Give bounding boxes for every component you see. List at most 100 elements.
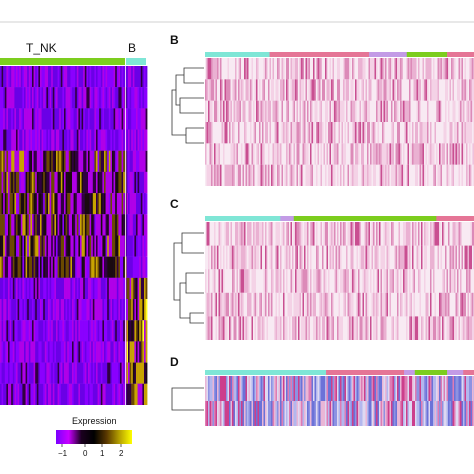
- heatmap-cell: [229, 164, 231, 186]
- heatmap-cell: [68, 256, 71, 278]
- heatmap-cell: [140, 256, 143, 278]
- heatmap-cell: [91, 320, 93, 342]
- heatmap-cell: [328, 292, 330, 317]
- heatmap-cell: [96, 235, 98, 257]
- heatmap-cell: [54, 193, 57, 215]
- heatmap-cell: [62, 341, 65, 363]
- heatmap-cell: [48, 66, 50, 88]
- heatmap-cell: [343, 376, 345, 401]
- heatmap-cell: [17, 150, 20, 172]
- heatmap-cell: [317, 376, 319, 401]
- heatmap-cell: [437, 222, 439, 246]
- heatmap-cell: [3, 299, 5, 321]
- heatmap-cell: [70, 383, 73, 405]
- heatmap-cell: [3, 214, 5, 236]
- heatmap-cell: [290, 79, 292, 101]
- heatmap-cell: [1, 66, 4, 88]
- heatmap-cell: [292, 376, 294, 401]
- heatmap-cell: [3, 235, 5, 257]
- heatmap-cell: [404, 401, 406, 426]
- heatmap-cell: [30, 171, 33, 194]
- heatmap-cell: [397, 401, 399, 426]
- heatmap-cell: [257, 245, 259, 270]
- heatmap-cell: [443, 316, 445, 340]
- heatmap-cell: [30, 256, 33, 278]
- heatmap-cell: [425, 245, 427, 270]
- heatmap-cell: [388, 376, 390, 401]
- heatmap-cell: [421, 245, 423, 270]
- heatmap-cell: [78, 235, 81, 257]
- heatmap-cell: [214, 79, 216, 101]
- heatmap-cell: [144, 299, 146, 321]
- heatmap-cell: [362, 122, 364, 144]
- heatmap-cell: [242, 292, 244, 317]
- heatmap-cell: [16, 362, 18, 384]
- heatmap-cell: [25, 108, 28, 130]
- heatmap-cell: [293, 376, 295, 401]
- heatmap-cell: [30, 383, 33, 405]
- heatmap-cell: [64, 171, 66, 194]
- heatmap-cell: [250, 292, 252, 317]
- heatmap-cell: [389, 143, 391, 165]
- heatmap-cell: [307, 269, 309, 293]
- heatmap-cell: [277, 316, 279, 340]
- heatmap-cell: [70, 214, 73, 236]
- heatmap-cell: [458, 316, 460, 340]
- heatmap-cell: [118, 66, 121, 88]
- heatmap-cell: [233, 79, 235, 101]
- heatmap-cell: [263, 316, 265, 340]
- heatmap-cell: [35, 362, 37, 384]
- heatmap-cell: [364, 376, 366, 401]
- heatmap-cell: [40, 235, 42, 257]
- heatmap-cell: [323, 401, 325, 426]
- heatmap-cell: [208, 292, 210, 317]
- heatmap-cell: [108, 214, 111, 236]
- heatmap-cell: [461, 292, 463, 317]
- heatmap-cell: [83, 341, 85, 363]
- heatmap-cell: [112, 256, 114, 278]
- heatmap-cell: [86, 150, 89, 172]
- heatmap-cell: [9, 277, 12, 300]
- heatmap-cell: [458, 376, 460, 401]
- heatmap-cell: [92, 235, 95, 257]
- heatmap-cell: [139, 341, 141, 363]
- heatmap-cell: [107, 66, 109, 88]
- heatmap-cell: [110, 214, 113, 236]
- heatmap-cell: [290, 164, 292, 186]
- heatmap-cell: [142, 66, 145, 88]
- heatmap-cell: [43, 193, 45, 215]
- heatmap-cell: [113, 214, 116, 236]
- heatmap-cell: [104, 277, 106, 300]
- heatmap-cell: [88, 87, 90, 109]
- heatmap-cell: [239, 401, 241, 426]
- heatmap-cell: [35, 66, 37, 88]
- heatmap-cell: [443, 222, 445, 246]
- heatmap-cell: [389, 401, 391, 426]
- heatmap-cell: [377, 376, 379, 401]
- heatmap-cell: [68, 129, 71, 151]
- heatmap-cell: [54, 66, 57, 88]
- heatmap-cell: [19, 87, 21, 109]
- heatmap-cell: [275, 122, 277, 144]
- heatmap-cell: [44, 171, 47, 194]
- heatmap-cell: [41, 150, 44, 172]
- heatmap-cell: [448, 316, 450, 340]
- heatmap-cell: [371, 245, 373, 270]
- heatmap-cell: [27, 129, 29, 151]
- heatmap-cell: [223, 269, 225, 293]
- heatmap-cell: [437, 316, 439, 340]
- heatmap-cell: [350, 245, 352, 270]
- heatmap-cell: [128, 66, 130, 88]
- heatmap-cell: [466, 79, 468, 101]
- heatmap-cell: [144, 66, 146, 88]
- heatmap-cell: [217, 58, 219, 80]
- heatmap-cell: [136, 193, 138, 215]
- heatmap-cell: [454, 100, 456, 122]
- heatmap-cell: [293, 292, 295, 317]
- heatmap-cell: [25, 362, 28, 384]
- heatmap-cell: [263, 100, 265, 122]
- heatmap-cell: [104, 362, 106, 384]
- heatmap-cell: [397, 376, 399, 401]
- heatmap-cell: [232, 292, 234, 317]
- heatmap-cell: [35, 235, 37, 257]
